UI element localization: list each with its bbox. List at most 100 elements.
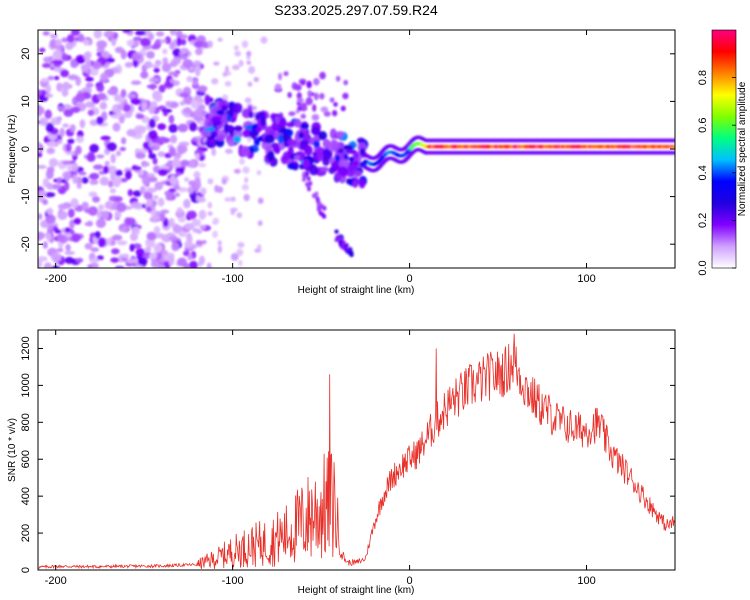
spectrogram-cell — [286, 121, 295, 128]
spectrogram-cell — [122, 104, 131, 112]
spectrogram-cell — [356, 137, 366, 144]
spectrogram-cell — [274, 146, 281, 155]
spectrogram-cell — [126, 128, 137, 137]
spectrogram-cell — [248, 66, 256, 74]
spectrogram-cell — [178, 141, 190, 146]
spectrogram-cell — [121, 137, 127, 145]
spectrogram-cell — [344, 243, 349, 248]
spectrogram-cell — [195, 239, 203, 246]
spectrogram-cell — [114, 210, 122, 219]
spectrogram-cell — [342, 144, 354, 151]
spectrogram-cell — [67, 74, 79, 81]
spectrogram-cell — [271, 121, 282, 132]
spectrogram-cell — [94, 231, 101, 239]
spectrogram-cell — [207, 40, 213, 49]
spectrogram-cell — [260, 115, 267, 127]
colorbar-ticks: 0.0 0.2 0.4 0.6 0.8 — [697, 70, 736, 276]
spectrogram-cell — [241, 40, 249, 49]
spectrogram-cell — [198, 196, 206, 203]
spectrogram-cell — [337, 166, 348, 176]
spectrogram-cell — [146, 84, 158, 89]
spectrogram-cell — [78, 171, 87, 176]
spectrogram-cell — [213, 119, 219, 127]
spectrogram-cell — [198, 162, 207, 168]
spectrogram-cell — [38, 47, 46, 53]
spectrogram-cell — [309, 165, 319, 176]
spectrogram-cell — [264, 134, 275, 144]
spectrogram-cell — [145, 237, 156, 248]
spectrogram-cell — [71, 233, 81, 243]
spectrogram-cell — [41, 62, 51, 69]
spectrogram-cell — [298, 132, 304, 139]
spectrogram-cell — [302, 158, 311, 168]
spectrogram-cell — [49, 33, 59, 39]
spectrogram-cell — [186, 210, 197, 220]
spectrogram-cell — [173, 184, 181, 190]
spectrogram-cell — [313, 140, 320, 148]
spectrogram-cell — [42, 31, 50, 36]
spectrogram-cell — [274, 83, 282, 91]
spectrogram-cell — [179, 100, 186, 106]
spectrogram-cell — [109, 188, 117, 194]
spectrogram-cell — [287, 92, 292, 99]
spectrogram-cell — [81, 201, 89, 211]
spectrogram-cell — [169, 78, 175, 84]
spectrogram-cell — [191, 218, 202, 227]
spectrogram-cell — [72, 174, 78, 185]
spectrogram-cell — [54, 45, 63, 50]
spectrogram-cell — [157, 263, 166, 268]
spectrogram-cell — [137, 257, 148, 266]
spectrogram-cell — [177, 187, 188, 193]
spectrogram-cell — [70, 198, 79, 208]
snr-x-ticks: -200 -100 0 100 — [45, 330, 596, 587]
spectrogram-cell — [88, 191, 98, 198]
spectrogram-cell — [144, 247, 152, 253]
snr-x-label: Height of straight line (km) — [298, 585, 415, 596]
spectrogram-cell — [212, 230, 218, 239]
colorbar-tick-label: 0.2 — [697, 213, 709, 228]
spectrogram-cell — [61, 37, 69, 43]
spectrogram-cell — [206, 262, 212, 268]
spectrogram-cell — [42, 199, 48, 205]
spectrogram-cell — [207, 201, 213, 209]
spectrogram-cell — [212, 217, 220, 225]
spectrogram-cell — [257, 220, 263, 227]
spectrogram-cell — [188, 260, 198, 268]
spectrogram-cell — [335, 236, 341, 241]
spectrogram-cell — [236, 212, 243, 219]
snr-frame — [37, 329, 676, 571]
spectrogram-cell — [69, 219, 75, 230]
spectrogram-x-label: Height of straight line (km) — [298, 285, 415, 296]
spectrogram-cell — [151, 64, 160, 69]
spectrogram-cell — [159, 39, 167, 44]
spectrogram-cell — [335, 131, 344, 139]
spectrogram-cell — [148, 153, 157, 159]
x-tick-label: 100 — [577, 575, 595, 587]
spectrogram-cell — [84, 208, 95, 214]
spectrogram-cell — [321, 149, 333, 161]
spectrogram-cell — [154, 181, 164, 191]
spectrogram-cell — [169, 134, 178, 144]
spectrogram-cell — [48, 224, 54, 230]
spectrogram-cell — [46, 147, 56, 155]
spectrogram-cell — [106, 142, 117, 152]
spectrogram-cell — [306, 186, 311, 192]
spectrogram-cell — [110, 36, 117, 47]
spectrogram-cell — [132, 243, 142, 249]
spectrogram-cell — [240, 146, 250, 157]
spectrogram-cell — [180, 159, 190, 167]
spectrogram-cell — [215, 134, 226, 141]
spectrogram-cell — [310, 126, 321, 136]
spectrogram-cell — [197, 260, 203, 267]
spectrogram-cell — [304, 171, 309, 177]
spectrogram-cell — [116, 240, 128, 246]
spectrogram-cell — [177, 257, 188, 267]
spectrogram-cell — [144, 60, 153, 69]
spectrogram-cell — [56, 82, 63, 92]
spectrogram-cell — [184, 240, 193, 249]
spectrogram-cell — [162, 57, 169, 65]
spectrogram-cell — [230, 196, 236, 202]
spectrogram-cell — [176, 143, 188, 154]
spectrogram-cell — [120, 253, 130, 258]
spectrogram-cell — [104, 201, 113, 210]
